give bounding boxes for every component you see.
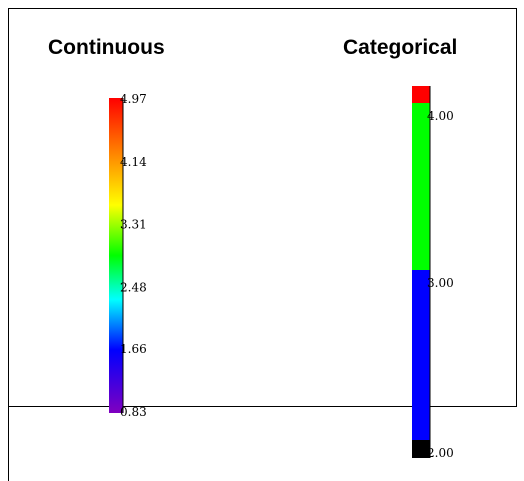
- continuous-tick-label: 1.66: [120, 342, 147, 356]
- continuous-tick-label: 3.31: [120, 218, 147, 232]
- frame-right-border: [516, 8, 517, 406]
- frame-top-border: [8, 8, 517, 9]
- continuous-tick-label: 4.97: [120, 92, 147, 106]
- continuous-heading: Continuous: [48, 36, 165, 59]
- categorical-tick-label: 3.00: [427, 276, 454, 290]
- continuous-tick-label: 2.48: [120, 280, 147, 294]
- categorical-heading: Categorical: [343, 36, 458, 59]
- categorical-bands: [412, 86, 430, 458]
- categorical-band: [412, 86, 430, 103]
- frame-left-border: [8, 8, 9, 481]
- categorical-tick-labels: 4.00 3.00 2.00: [427, 109, 454, 460]
- continuous-tick-labels: 4.97 4.14 3.31 2.48 1.66 0.83: [120, 92, 147, 419]
- frame-bottom-border: [8, 406, 517, 407]
- continuous-colorbar: [109, 98, 123, 413]
- continuous-tick-label: 0.83: [120, 405, 147, 419]
- continuous-tick-label: 4.14: [120, 155, 147, 169]
- continuous-legend: 4.97 4.14 3.31 2.48 1.66 0.83: [109, 92, 147, 419]
- categorical-tick-label: 2.00: [427, 446, 454, 460]
- categorical-band: [412, 103, 430, 270]
- categorical-legend: 4.00 3.00 2.00: [412, 86, 454, 460]
- categorical-tick-label: 4.00: [427, 109, 454, 123]
- categorical-band: [412, 440, 430, 458]
- categorical-band: [412, 270, 430, 440]
- frame-lower-left-border: [8, 406, 9, 481]
